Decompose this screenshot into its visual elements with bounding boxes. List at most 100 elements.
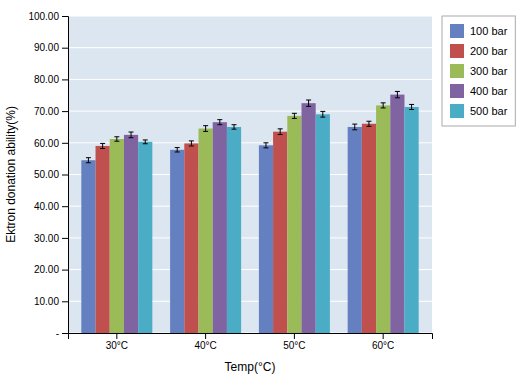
y-tick: 90.00 bbox=[34, 42, 68, 53]
bar bbox=[124, 135, 138, 333]
error-bar bbox=[100, 143, 105, 148]
y-tick-label: 70.00 bbox=[34, 106, 59, 117]
legend-swatch bbox=[450, 24, 464, 38]
bar bbox=[404, 107, 418, 333]
x-tick: 60°C bbox=[372, 333, 394, 351]
legend-label: 200 bar bbox=[470, 45, 508, 57]
error-bar bbox=[114, 137, 119, 141]
y-tick: 80.00 bbox=[34, 74, 68, 85]
error-bar bbox=[381, 103, 386, 108]
bar bbox=[287, 116, 301, 333]
error-bar bbox=[175, 148, 180, 152]
y-tick-label: 30.00 bbox=[34, 233, 59, 244]
error-bar bbox=[366, 121, 371, 126]
y-tick-mark bbox=[62, 238, 68, 239]
bar bbox=[390, 95, 404, 333]
error-bar bbox=[203, 126, 208, 132]
y-tick-mark bbox=[62, 79, 68, 80]
legend-item: 400 bar bbox=[450, 84, 508, 98]
grid-line bbox=[68, 47, 432, 48]
error-bar bbox=[129, 132, 134, 138]
y-tick-mark bbox=[62, 111, 68, 112]
y-tick: 100.00 bbox=[28, 11, 68, 22]
bar-series bbox=[110, 103, 391, 333]
error-bar bbox=[143, 140, 148, 144]
y-tick-label: 40.00 bbox=[34, 201, 59, 212]
x-tick-mark bbox=[205, 333, 206, 339]
x-tick: 30°C bbox=[106, 333, 128, 351]
error-bar bbox=[278, 129, 283, 135]
legend: 100 bar 200 bar 300 bar 400 bar 500 bar bbox=[442, 16, 515, 126]
legend-label: 400 bar bbox=[470, 85, 508, 97]
x-axis-title: Temp(°C) bbox=[225, 360, 276, 374]
error-bar bbox=[263, 143, 268, 148]
y-tick-mark bbox=[62, 16, 68, 17]
bar bbox=[184, 143, 198, 333]
bar bbox=[110, 139, 124, 333]
bar-series bbox=[138, 104, 419, 333]
error-bar bbox=[292, 113, 297, 118]
bars bbox=[81, 91, 418, 333]
bar-series bbox=[124, 91, 405, 333]
y-tick-mark bbox=[62, 206, 68, 207]
y-tick-mark bbox=[62, 333, 68, 334]
bar bbox=[170, 150, 184, 333]
x-tick-label: 40°C bbox=[194, 340, 216, 351]
legend-item: 200 bar bbox=[450, 44, 508, 58]
y-tick-mark bbox=[62, 301, 68, 302]
bar bbox=[138, 142, 152, 333]
x-axis: 30°C 40°C 50°C 60°C bbox=[69, 333, 433, 351]
x-axis-line bbox=[69, 334, 433, 340]
y-tick: 40.00 bbox=[34, 201, 68, 212]
y-tick-mark bbox=[62, 270, 68, 271]
x-tick: 40°C bbox=[194, 333, 216, 351]
y-axis-title: Ektron donation ability(%) bbox=[4, 106, 18, 243]
legend-item: 100 bar bbox=[450, 24, 508, 38]
error-bar bbox=[409, 104, 414, 109]
legend-swatch bbox=[450, 64, 464, 78]
bar bbox=[81, 160, 95, 333]
y-tick-mark bbox=[62, 48, 68, 49]
error-bar bbox=[86, 158, 91, 163]
y-tick-label: - bbox=[56, 328, 59, 339]
x-tick-mark bbox=[116, 333, 117, 339]
x-tick-label: 60°C bbox=[372, 340, 394, 351]
y-tick: 60.00 bbox=[34, 138, 68, 149]
legend-label: 300 bar bbox=[470, 65, 508, 77]
grid bbox=[68, 16, 432, 333]
y-tick-mark bbox=[62, 175, 68, 176]
x-tick-label: 50°C bbox=[283, 340, 305, 351]
y-tick-mark bbox=[62, 143, 68, 144]
y-tick-label: 100.00 bbox=[28, 11, 59, 22]
y-tick-label: 50.00 bbox=[34, 169, 59, 180]
y-tick-label: 90.00 bbox=[34, 42, 59, 53]
y-tick-label: 80.00 bbox=[34, 74, 59, 85]
grid-line bbox=[68, 79, 432, 80]
plot-background bbox=[68, 16, 432, 333]
y-tick-label: 60.00 bbox=[34, 138, 59, 149]
bar bbox=[362, 124, 376, 333]
y-tick: 20.00 bbox=[34, 264, 68, 275]
bar bbox=[213, 122, 227, 333]
error-bar bbox=[395, 91, 400, 97]
legend-item: 500 bar bbox=[450, 104, 508, 118]
grid-line bbox=[68, 16, 432, 17]
y-tick-label: 20.00 bbox=[34, 264, 59, 275]
x-tick-mark bbox=[294, 333, 295, 339]
bar bbox=[199, 129, 213, 333]
x-tick-mark bbox=[383, 333, 384, 339]
x-tick: 50°C bbox=[283, 333, 305, 351]
y-tick: 50.00 bbox=[34, 169, 68, 180]
legend-item: 300 bar bbox=[450, 64, 508, 78]
y-axis-line bbox=[62, 17, 69, 334]
error-bar bbox=[352, 124, 357, 130]
x-tick-label: 30°C bbox=[106, 340, 128, 351]
legend-swatch bbox=[450, 44, 464, 58]
legend-label: 100 bar bbox=[470, 25, 508, 37]
legend-swatch bbox=[450, 104, 464, 118]
y-tick: - bbox=[56, 328, 68, 339]
error-bar bbox=[320, 111, 325, 117]
legend-swatch bbox=[450, 84, 464, 98]
error-bar bbox=[189, 141, 194, 146]
plot: -10.0020.0030.0040.0050.0060.0070.0080.0… bbox=[28, 11, 432, 351]
